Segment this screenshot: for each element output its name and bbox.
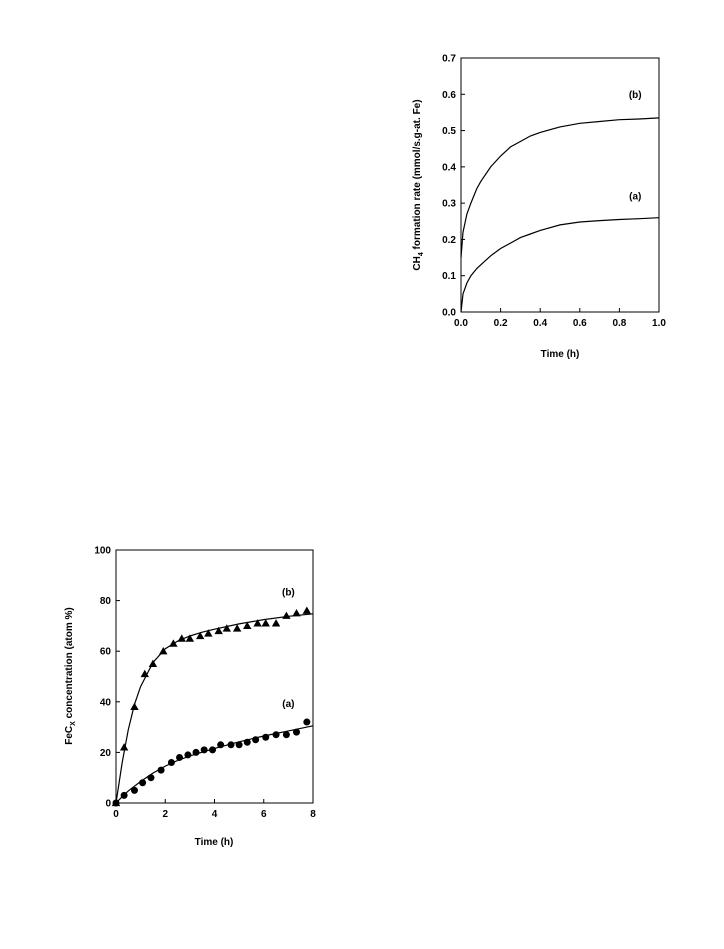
data-point — [235, 741, 243, 749]
y-tick-label: 0.7 — [442, 54, 456, 65]
series-a: (a) — [460, 192, 660, 313]
data-point — [119, 743, 129, 751]
data-point — [293, 728, 301, 736]
data-point — [139, 779, 147, 787]
data-point — [147, 774, 155, 782]
series-line — [460, 117, 660, 258]
series-label: (b) — [282, 588, 295, 599]
fit-line — [115, 725, 314, 804]
data-point — [271, 619, 281, 627]
data-point — [204, 629, 213, 637]
data-point — [262, 733, 270, 741]
data-point — [148, 659, 158, 667]
series-b: (b) — [460, 90, 660, 258]
data-point — [282, 611, 291, 619]
y-tick-label: 60 — [100, 647, 112, 658]
data-point — [243, 738, 251, 746]
data-point — [222, 624, 232, 632]
data-point — [303, 718, 311, 726]
y-axis-label: FeCX concentration (atom %) — [64, 607, 77, 744]
data-point — [159, 647, 168, 655]
data-point — [272, 731, 280, 739]
x-tick-label: 0.0 — [454, 318, 468, 329]
data-point — [120, 791, 128, 799]
data-point — [196, 631, 205, 640]
series-line — [460, 217, 660, 313]
series-label: (a) — [282, 699, 294, 710]
y-tick-label: 0.2 — [442, 235, 456, 246]
y-tick-label: 0.5 — [442, 126, 456, 137]
x-tick-label: 0.2 — [494, 318, 508, 329]
data-point — [253, 619, 262, 627]
x-axis-label: Time (h) — [195, 837, 234, 848]
plot-frame — [460, 57, 660, 313]
y-tick-label: 0.6 — [442, 90, 456, 101]
x-tick-label: 0 — [113, 809, 119, 820]
x-axis-label: Time (h) — [541, 349, 580, 360]
data-point — [302, 606, 312, 614]
y-tick-label: 0 — [105, 799, 111, 810]
data-point — [169, 639, 178, 647]
y-tick-label: 20 — [100, 748, 112, 759]
x-tick-label: 8 — [310, 809, 316, 820]
data-point — [209, 746, 217, 754]
data-point — [243, 621, 252, 630]
series-label: (b) — [629, 90, 642, 101]
series-a: (a) — [112, 699, 314, 807]
data-point — [292, 609, 301, 617]
data-point — [130, 702, 139, 711]
y-axis-label: CH4 formation rate (mmol/s.g-at. Fe) — [412, 99, 425, 270]
y-tick-label: 0.0 — [442, 308, 456, 319]
y-tick-label: 0.4 — [442, 162, 456, 173]
x-tick-label: 0.4 — [533, 318, 547, 329]
fit-line — [115, 613, 314, 804]
x-tick-label: 6 — [261, 809, 267, 820]
data-point — [261, 619, 270, 627]
data-point — [217, 741, 225, 749]
data-point — [185, 634, 195, 642]
data-point — [140, 669, 150, 678]
y-tick-label: 100 — [94, 546, 111, 557]
data-point — [232, 624, 242, 632]
data-point — [157, 766, 165, 774]
data-point — [252, 736, 260, 744]
x-tick-label: 0.8 — [612, 318, 626, 329]
series-label: (a) — [629, 192, 641, 203]
data-point — [177, 634, 186, 642]
data-point — [192, 748, 200, 756]
plot-frame — [115, 549, 314, 804]
y-tick-label: 80 — [100, 596, 112, 607]
data-point — [214, 626, 223, 635]
x-tick-label: 1.0 — [652, 318, 666, 329]
y-tick-label: 0.3 — [442, 199, 456, 210]
series-b: (b) — [111, 588, 314, 807]
x-tick-label: 0.6 — [573, 318, 587, 329]
data-point — [200, 746, 208, 754]
data-point — [176, 753, 184, 761]
x-tick-label: 4 — [212, 809, 218, 820]
data-point — [167, 759, 175, 767]
data-point — [282, 731, 290, 739]
x-tick-label: 2 — [162, 809, 168, 820]
data-point — [227, 741, 235, 749]
y-tick-label: 0.1 — [442, 271, 456, 282]
data-point — [184, 751, 192, 759]
data-point — [130, 786, 138, 794]
y-tick-label: 40 — [100, 697, 112, 708]
